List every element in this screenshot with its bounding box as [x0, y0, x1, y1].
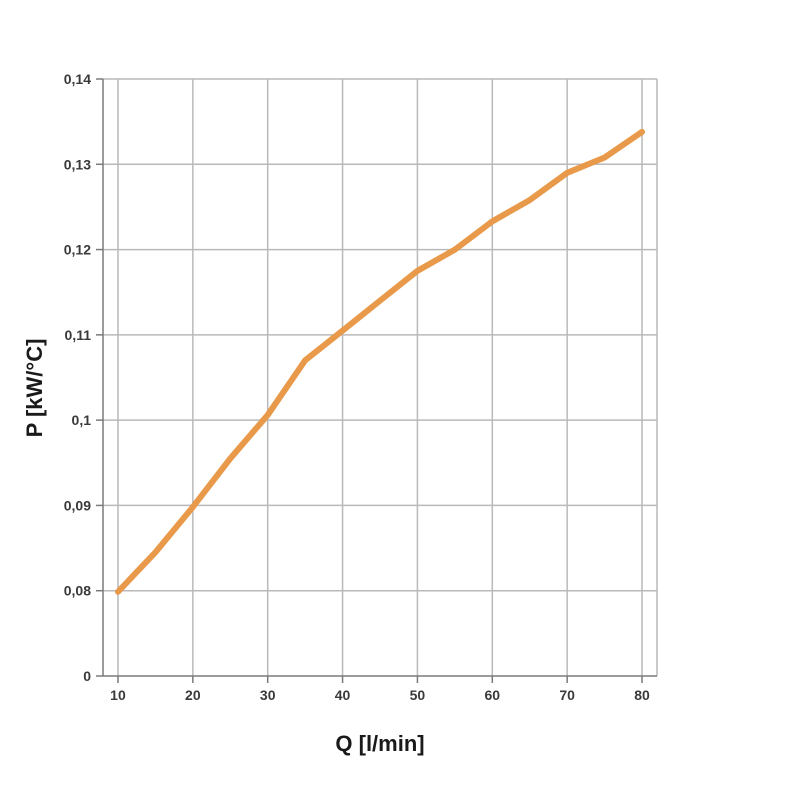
x-tick-label: 30: [260, 687, 276, 703]
x-axis-title: Q [l/min]: [335, 731, 424, 756]
y-tick-label: 0,14: [64, 71, 91, 87]
y-tick-labels: 0 0,08 0,09 0,1 0,11 0,12 0,13 0,14: [64, 71, 91, 684]
x-tick-label: 60: [485, 687, 501, 703]
x-tick-labels: 10 20 30 40 50 60 70 80: [110, 687, 650, 703]
x-tick-label: 70: [559, 687, 575, 703]
y-tick-label: 0,09: [64, 497, 91, 513]
y-tick-label: 0: [83, 668, 91, 684]
x-tick-label: 40: [335, 687, 351, 703]
y-axis-title: P [kW/°C]: [22, 339, 47, 438]
y-tick-label: 0,13: [64, 156, 91, 172]
x-tick-label: 80: [634, 687, 650, 703]
series-layer: [115, 128, 645, 595]
y-tick-label: 0,08: [64, 583, 91, 599]
series-line: [115, 128, 645, 595]
x-tick-label: 20: [185, 687, 201, 703]
y-tick-label: 0,1: [72, 412, 92, 428]
x-tick-label: 10: [110, 687, 126, 703]
axes: [96, 78, 657, 683]
y-tick-label: 0,12: [64, 242, 91, 258]
x-tick-label: 50: [410, 687, 426, 703]
y-tick-label: 0,11: [65, 327, 92, 343]
